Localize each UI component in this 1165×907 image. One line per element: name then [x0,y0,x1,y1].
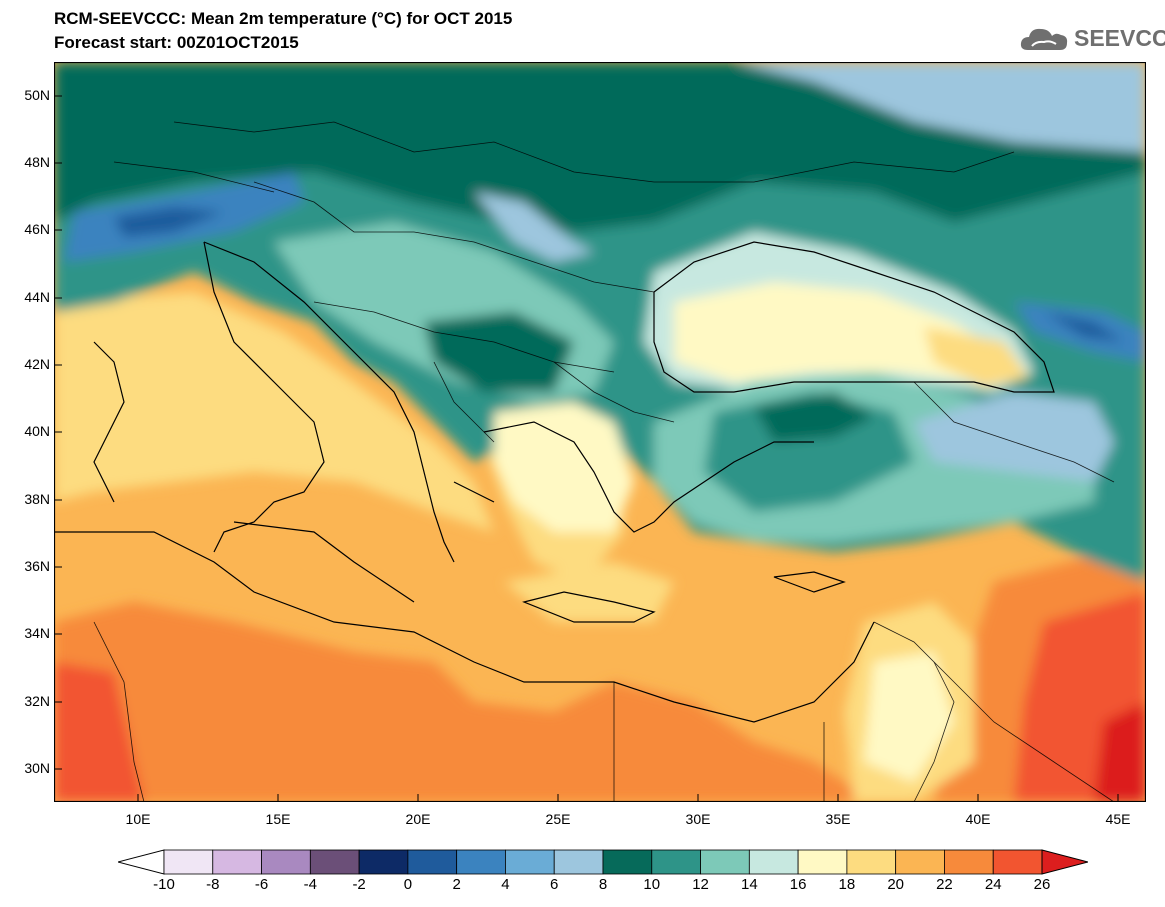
colorbar-box [797,849,848,875]
zone-east-anatolia-8 [914,392,1114,482]
colorbar-box [358,849,409,875]
lat-label-50n: 50N [24,87,50,103]
colorbar-box [944,849,994,875]
colorbar-box [651,849,701,875]
zone-blacksea-20 [924,327,1029,387]
zone-algeria-26 [54,662,144,802]
lat-label-36n: 36N [24,558,50,574]
cloud-icon [1020,28,1068,50]
colorbar-label: 26 [1033,876,1051,893]
colorbar-label: 4 [501,876,510,893]
lat-label-40n: 40N [24,423,50,439]
colorbar-box [163,849,214,875]
colorbar-box [553,849,604,875]
zone-anatolia-10 [754,392,874,442]
zone-jordan-18 [864,652,954,782]
colorbar-label: 16 [789,876,807,893]
zone-caucasus-2 [1044,312,1124,342]
zone-hot-28 [1094,702,1146,802]
axis-ticks [54,95,1119,802]
lon-label-40e: 40E [965,811,991,827]
zone-dinaric-10 [424,312,574,392]
colorbar-max-triangle [1041,849,1088,875]
lat-label-46n: 46N [24,221,50,237]
colorbar-box [261,849,311,875]
lon-label-35e: 35E [825,811,851,827]
temperature-map [54,62,1146,802]
lat-label-48n: 48N [24,154,50,170]
lon-label-15e: 15E [265,811,291,827]
colorbar-box [992,849,1043,875]
map-subtitle: Forecast start: 00Z01OCT2015 [54,33,299,52]
coastlines [54,241,1055,723]
colorbar-label: -4 [303,876,317,893]
zone-alps-2 [114,207,224,237]
colorbar-box [212,849,262,875]
colorbar-label: 20 [887,876,904,893]
colorbar-label: 24 [984,876,1002,893]
zone-crete-20 [504,562,674,622]
zone-aegean-18 [494,402,634,532]
zone-tyrrhenian-20 [54,292,494,532]
lat-label-32n: 32N [24,693,50,709]
zone-carpathians-8 [474,192,594,262]
lon-label-45e: 45E [1105,811,1131,827]
colorbar-label: 8 [598,876,608,893]
colorbar-label: 18 [838,876,856,893]
logo-text: SEEVCCC [1074,25,1165,51]
colorbar-box [846,849,897,875]
lon-label-30e: 30E [685,811,711,827]
colorbar-label: -8 [206,876,220,893]
colorbar-label: -6 [254,876,269,893]
colorbar-box [895,849,945,875]
colorbar-min-triangle [118,849,165,875]
lat-label-44n: 44N [24,289,50,305]
colorbar [118,849,1088,875]
colorbar-label: 10 [643,876,661,893]
colorbar-box [309,849,360,875]
colorbar-label: 14 [740,876,758,893]
colorbar-box [748,849,799,875]
lon-label-20e: 20E [405,811,431,827]
lat-label-34n: 34N [24,625,50,641]
colorbar-label: -10 [153,876,175,893]
map-title: RCM-SEEVCCC: Mean 2m temperature (°C) fo… [54,9,513,28]
colorbar-label: 12 [692,876,709,893]
lon-label-10e: 10E [125,811,151,827]
colorbar-label: 22 [936,876,953,893]
lat-label-42n: 42N [24,356,50,372]
lon-label-25e: 25E [545,811,571,827]
zone-blacksea-18 [674,282,1014,382]
lat-label-38n: 38N [24,491,50,507]
colorbar-box [505,849,555,875]
zone-africa-24 [54,602,874,802]
colorbar-label: -2 [352,876,366,893]
colorbar-label: 6 [550,876,559,893]
colorbar-label: 2 [452,876,461,893]
lat-label-30n: 30N [24,760,50,776]
colorbar-box [700,849,750,875]
zone-ukraine-8 [734,62,1146,152]
seevccc-logo: SEEVCCC [1018,22,1165,58]
colorbar-box [456,849,506,875]
colorbar-box [602,849,653,875]
colorbar-box [407,849,458,875]
country-borders [93,121,1115,802]
colorbar-label: 0 [403,876,413,893]
